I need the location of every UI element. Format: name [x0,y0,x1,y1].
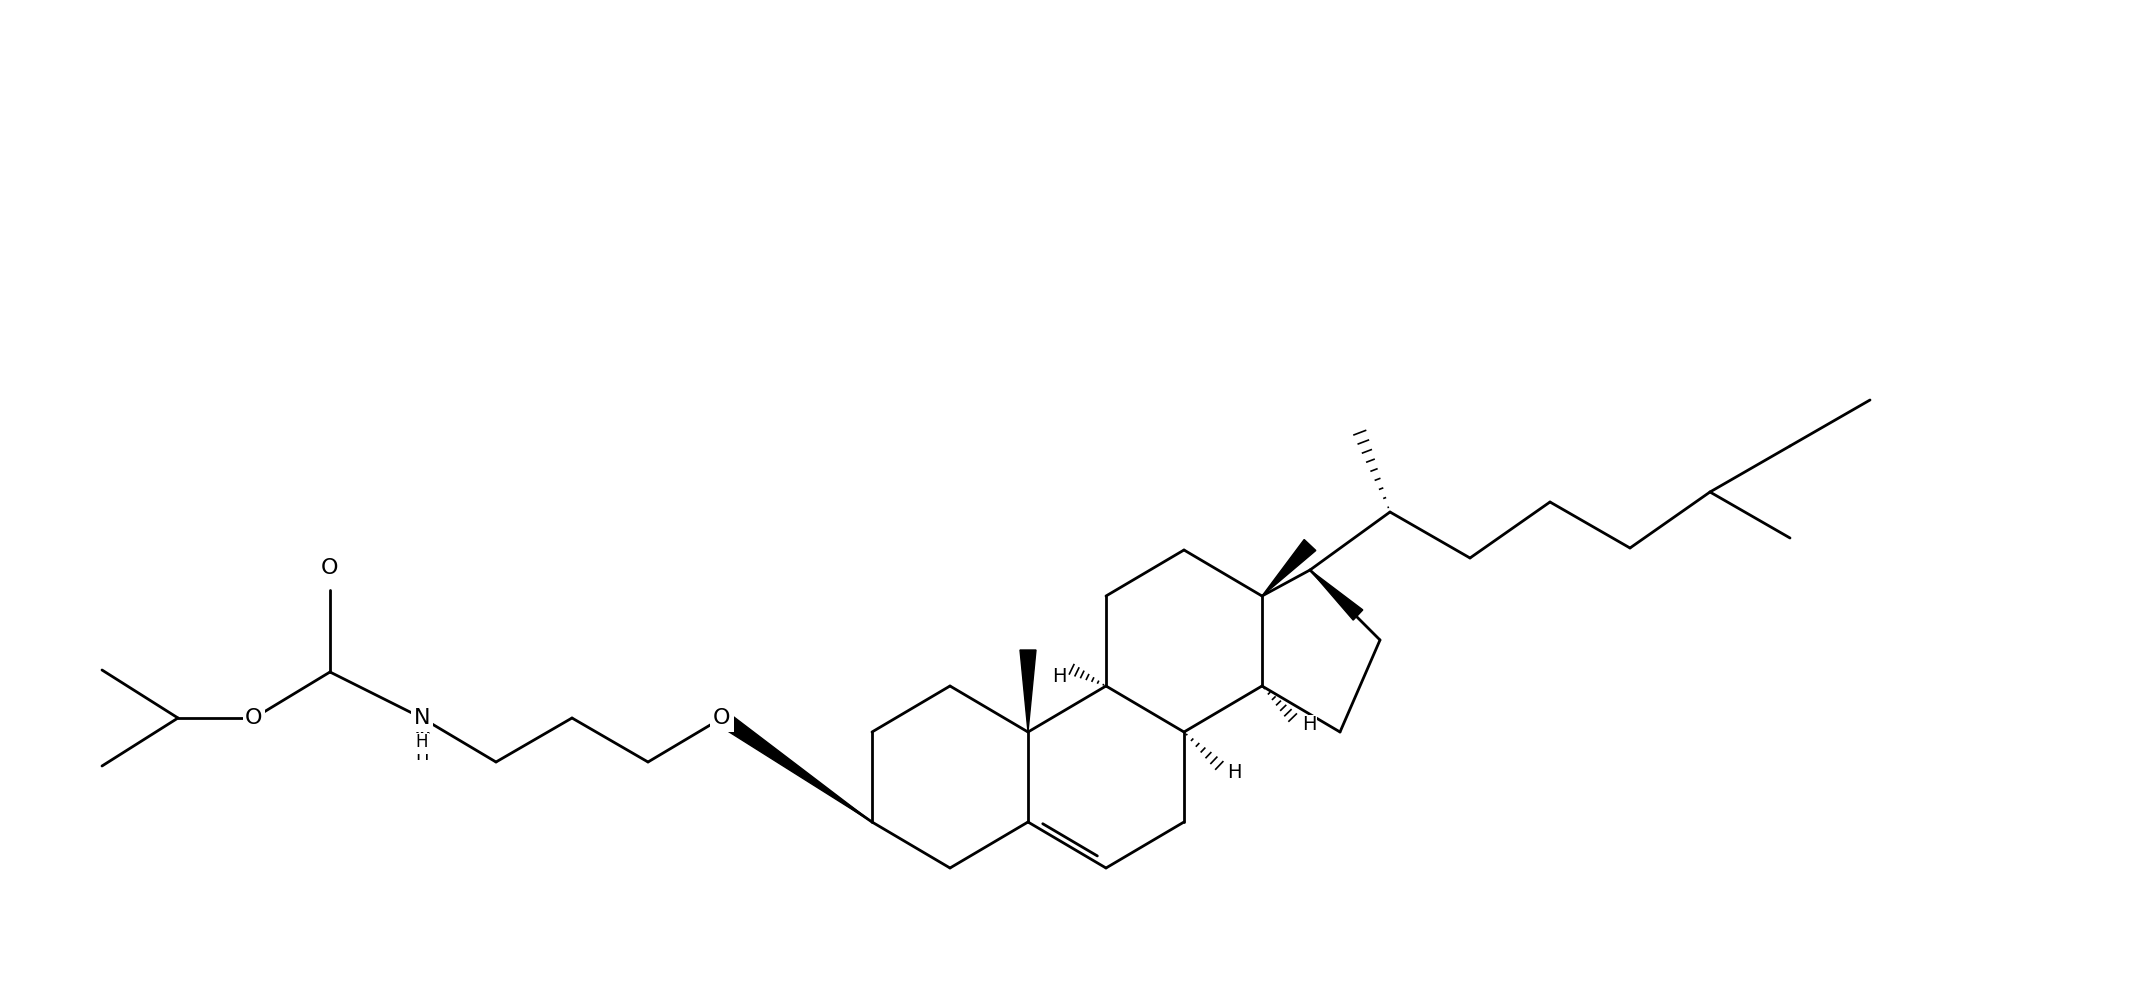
Text: H: H [1051,666,1066,686]
Text: H: H [414,735,429,753]
Text: H: H [1226,764,1241,782]
Text: O: O [246,706,263,730]
Text: H: H [414,746,429,764]
Text: N: N [414,708,429,728]
Text: O: O [713,708,731,728]
Text: O: O [320,556,340,580]
Text: O: O [246,708,263,728]
Text: H: H [1301,715,1316,734]
Text: O: O [713,706,731,730]
Text: N: N [412,724,431,748]
Text: O: O [320,558,340,578]
Polygon shape [1262,539,1316,596]
Polygon shape [718,711,871,822]
Text: H: H [417,733,427,751]
Text: N: N [412,706,431,730]
Polygon shape [1309,570,1363,620]
Polygon shape [1021,650,1036,732]
